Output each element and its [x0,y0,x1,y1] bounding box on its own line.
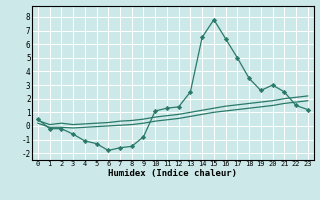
X-axis label: Humidex (Indice chaleur): Humidex (Indice chaleur) [108,169,237,178]
